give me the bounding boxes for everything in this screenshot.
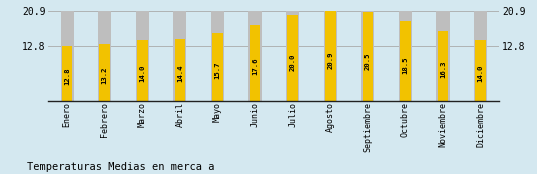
Text: 16.3: 16.3 [440,61,446,78]
Text: 20.0: 20.0 [289,53,296,71]
Text: 14.0: 14.0 [139,65,146,82]
Bar [62,46,72,101]
Bar [475,40,486,101]
Bar [438,30,448,101]
Bar [325,11,336,101]
Bar [137,40,148,101]
Text: 14.0: 14.0 [477,65,484,82]
Text: Temperaturas Medias en merca a: Temperaturas Medias en merca a [27,162,214,172]
Bar [437,11,449,101]
Bar [287,14,298,101]
Text: 17.6: 17.6 [252,58,258,76]
Bar [212,33,223,101]
Bar [99,44,110,101]
Bar [136,11,149,101]
Bar [173,11,186,101]
Bar [250,25,260,101]
Bar [474,11,487,101]
Text: 13.2: 13.2 [101,66,108,84]
Bar [324,11,337,101]
Bar [399,11,412,101]
Text: 12.8: 12.8 [64,67,70,85]
Text: 20.5: 20.5 [365,52,371,70]
Bar [361,11,374,101]
Bar [362,12,373,101]
Bar [211,11,224,101]
Bar [61,11,74,101]
Bar [175,39,185,101]
Text: 18.5: 18.5 [402,56,409,74]
Bar [98,11,111,101]
Bar [400,21,411,101]
Bar [286,11,299,101]
Bar [249,11,262,101]
Text: 15.7: 15.7 [214,62,221,79]
Text: 14.4: 14.4 [177,64,183,82]
Text: 20.9: 20.9 [327,52,333,69]
